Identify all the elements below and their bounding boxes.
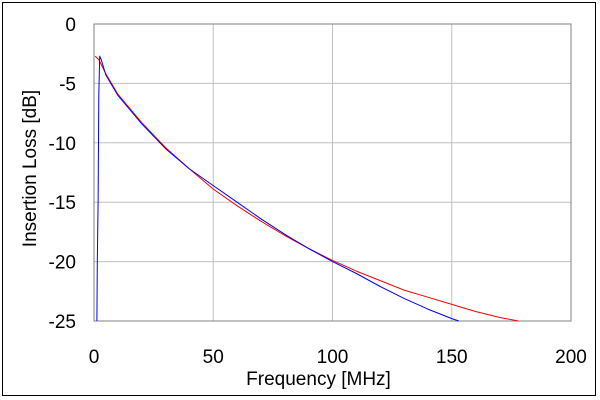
x-tick-label: 100	[317, 347, 349, 368]
y-tick-label: -20	[49, 253, 76, 274]
y-tick-label: -25	[49, 312, 76, 333]
series-line-2	[96, 55, 460, 322]
y-tick-label: 0	[65, 15, 76, 36]
y-tick-label: -15	[49, 193, 76, 214]
x-tick-label: 150	[436, 347, 468, 368]
x-tick-label: 50	[203, 347, 224, 368]
plot-area-border	[93, 23, 572, 322]
x-tick-labels: 0 50 100 150 200	[89, 347, 587, 368]
x-axis-label: Frequency [MHz]	[246, 369, 391, 390]
grid	[93, 23, 572, 322]
x-tick-label: 0	[89, 347, 100, 368]
series-group	[94, 55, 519, 322]
y-tick-label: -10	[49, 134, 76, 155]
series-line-1	[94, 55, 519, 322]
y-tick-labels: 0 -5 -10 -15 -20 -25	[49, 15, 76, 333]
x-tick-label: 200	[555, 347, 587, 368]
chart-frame	[2, 2, 596, 396]
y-tick-label: -5	[59, 74, 76, 95]
y-axis-label: Insertion Loss [dB]	[20, 90, 41, 247]
